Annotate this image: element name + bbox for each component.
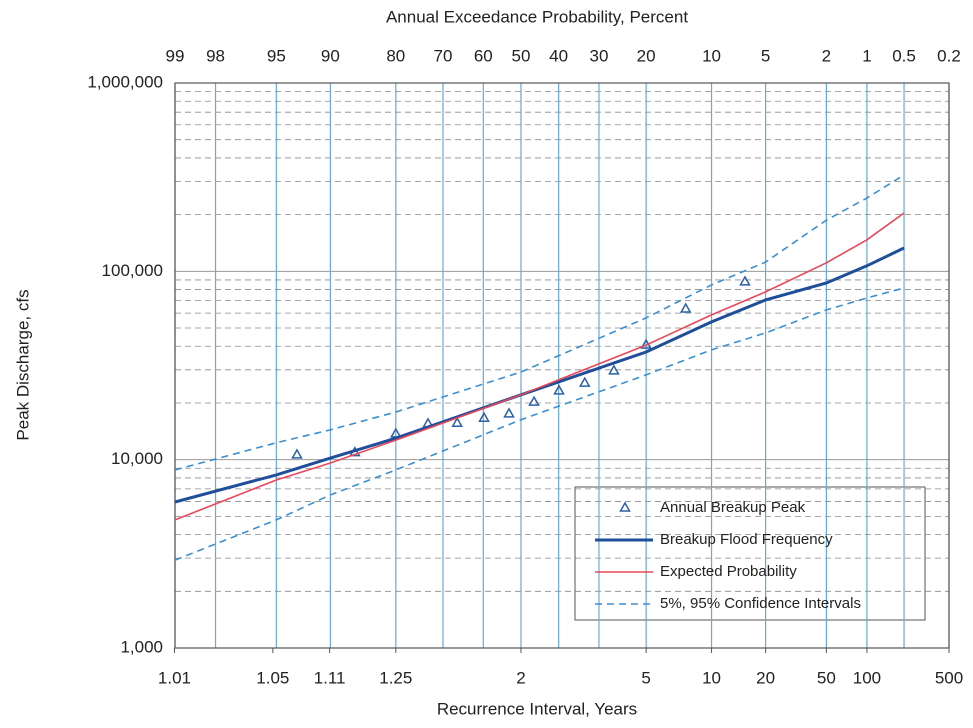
data-point <box>451 416 463 428</box>
y-tick-label: 1,000,000 <box>87 72 163 91</box>
x-top-tick-label: 10 <box>702 46 721 65</box>
data-point <box>679 302 692 313</box>
series-line <box>174 246 905 504</box>
y-label: Peak Discharge, cfs <box>13 289 32 440</box>
x-bottom-tick-label: 1.01 <box>158 668 191 687</box>
x-top-tick-label: 1 <box>862 46 871 65</box>
data-point <box>553 384 565 395</box>
x-top-tick-label: 90 <box>321 46 340 65</box>
x-top-tick-label: 50 <box>512 46 531 65</box>
x-bottom-tick-label: 1.11 <box>314 668 346 687</box>
x-top-tick-label: 40 <box>549 46 568 65</box>
data-point <box>291 448 303 459</box>
x-bottom-tick-label: 1.25 <box>379 668 412 687</box>
x-top-tick-label: 80 <box>386 46 405 65</box>
data-point <box>528 395 540 406</box>
series-line <box>174 174 905 471</box>
x-top-tick-label: 20 <box>637 46 656 65</box>
data-point <box>578 376 591 387</box>
legend-marker <box>619 501 631 512</box>
x-bottom-tick-label: 50 <box>817 668 836 687</box>
y-tick-label: 10,000 <box>111 449 163 468</box>
x-top-tick-label: 2 <box>822 46 831 65</box>
legend: Annual Breakup Peak Breakup Flood Frequen… <box>595 499 861 612</box>
x-top-tick-label: 0.2 <box>937 46 961 65</box>
x-top-tick-label: 70 <box>434 46 453 65</box>
legend-label: Breakup Flood Frequency <box>660 531 833 548</box>
x-top-label: Annual Exceedance Probability, Percent <box>386 7 688 26</box>
data-point <box>608 364 620 375</box>
x-bottom-tick-label: 20 <box>756 668 775 687</box>
x-bottom-tick-label: 500 <box>935 668 963 687</box>
legend-label: Annual Breakup Peak <box>660 499 806 516</box>
x-bottom-label: Recurrence Interval, Years <box>437 699 637 718</box>
y-tick-label: 100,000 <box>102 261 163 280</box>
x-top-tick-label: 0.5 <box>892 46 916 65</box>
x-top-tick-label: 30 <box>589 46 608 65</box>
x-bottom-tick-label: 1.05 <box>256 668 289 687</box>
data-point <box>478 411 490 422</box>
data-point <box>739 275 751 286</box>
plot-frame <box>174 82 950 649</box>
x-bottom-tick-label: 5 <box>641 668 650 687</box>
x-bottom-tick-label: 10 <box>702 668 721 687</box>
x-bottom-tick-label: 2 <box>516 668 525 687</box>
series-line <box>174 212 905 521</box>
x-top-tick-label: 60 <box>474 46 493 65</box>
data-point <box>503 407 515 418</box>
legend-label: Expected Probability <box>660 563 797 580</box>
y-tick-label: 1,000 <box>120 637 163 656</box>
series-line <box>174 287 905 561</box>
legend-label: 5%, 95% Confidence Intervals <box>660 595 861 612</box>
x-top-tick-label: 5 <box>761 46 770 65</box>
x-top-tick-label: 99 <box>166 46 185 65</box>
x-top-tick-label: 95 <box>267 46 286 65</box>
x-bottom-tick-label: 100 <box>853 668 881 687</box>
x-top-tick-label: 98 <box>206 46 225 65</box>
